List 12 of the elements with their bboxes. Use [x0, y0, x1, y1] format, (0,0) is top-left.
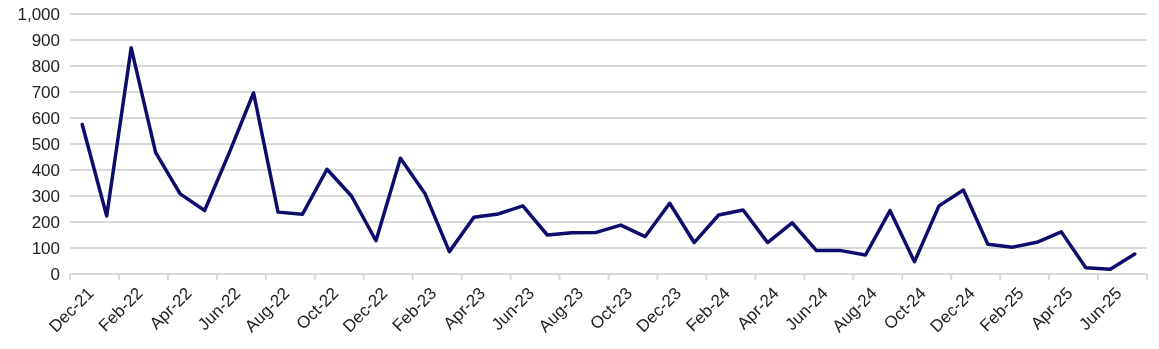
y-tick-label: 600	[31, 108, 60, 128]
y-tick-label: 400	[31, 160, 60, 180]
y-tick-label: 300	[31, 186, 60, 206]
y-tick-label: 700	[31, 82, 60, 102]
y-tick-label: 800	[31, 56, 60, 76]
y-tick-label: 200	[31, 212, 60, 232]
line-series	[80, 46, 1137, 272]
y-tick-label: 100	[31, 238, 60, 258]
y-tick-label: 500	[31, 134, 60, 154]
y-tick-label: 1,000	[17, 4, 60, 24]
y-tick-label: 900	[31, 30, 60, 50]
y-tick-label: 0	[50, 264, 60, 284]
